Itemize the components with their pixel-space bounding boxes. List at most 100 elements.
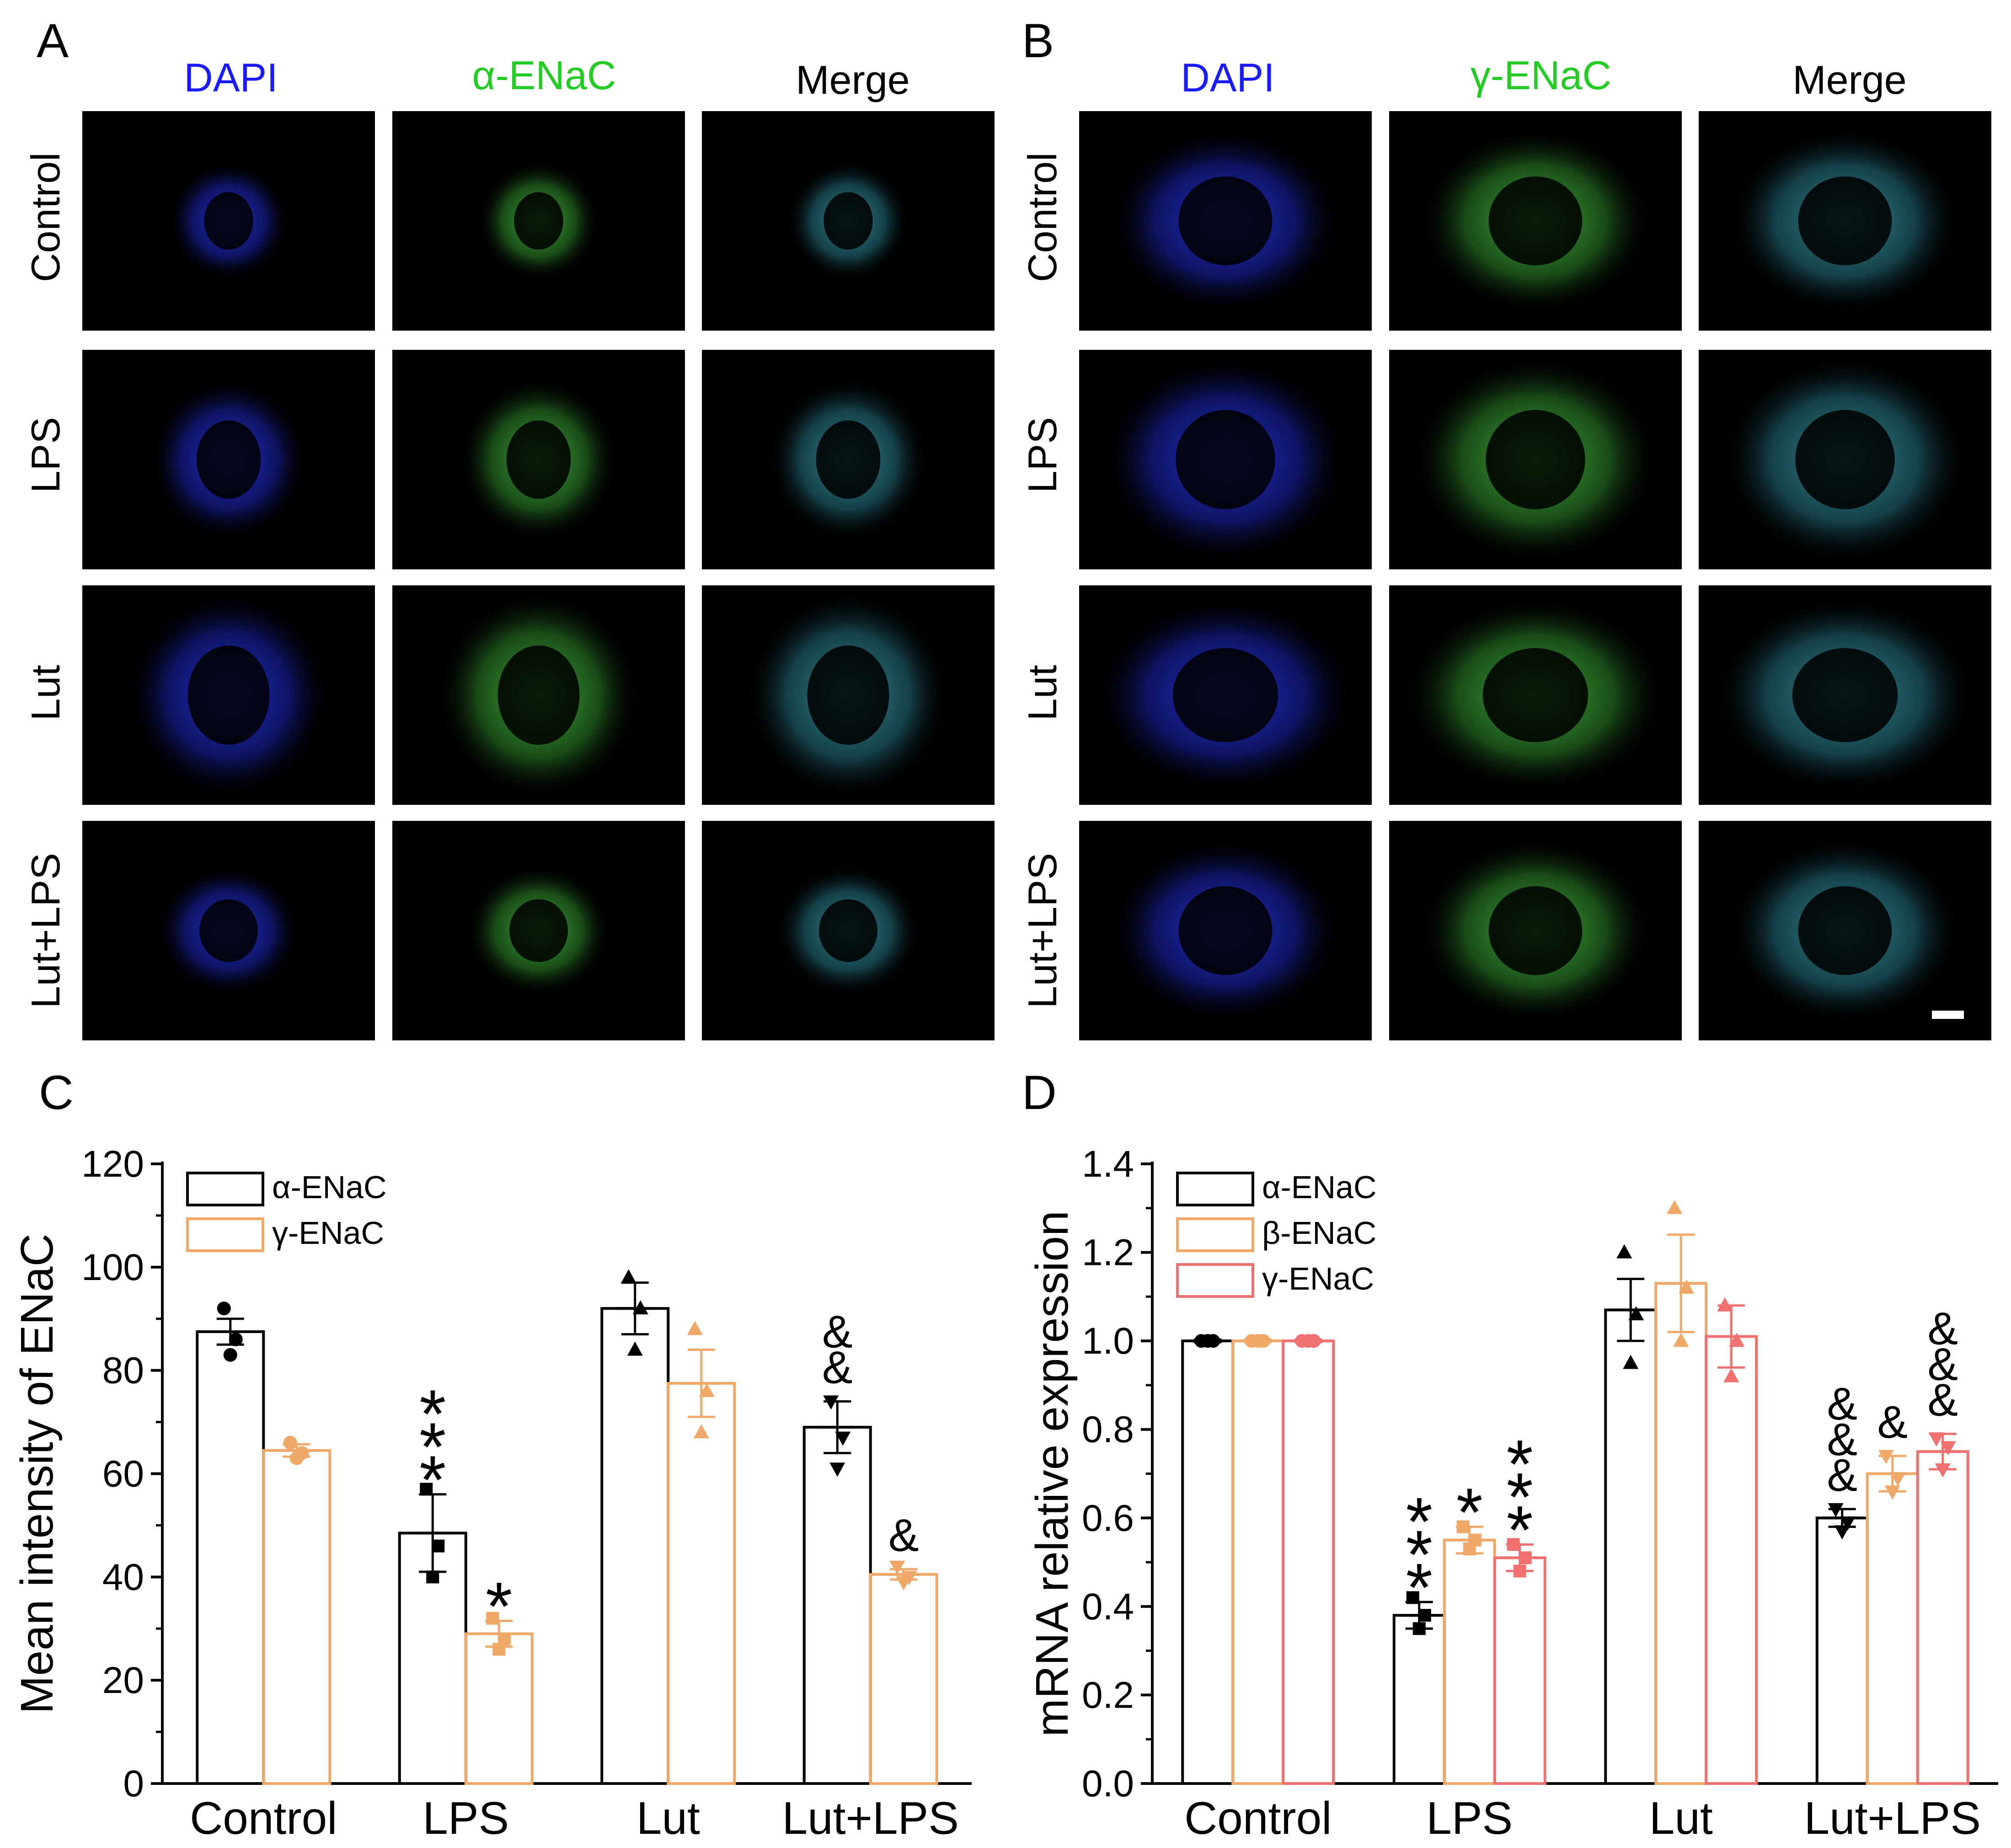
y-tick-label: 0.2 bbox=[1082, 1674, 1134, 1716]
panel-c-letter: C bbox=[39, 1066, 74, 1120]
y-tick-label: 0.6 bbox=[1082, 1497, 1134, 1539]
bar bbox=[1493, 1556, 1546, 1785]
panel-b-row-label-lut: Lut bbox=[1020, 665, 1065, 721]
bar bbox=[1443, 1538, 1496, 1785]
data-point bbox=[1201, 1334, 1215, 1348]
y-tick-label: 120 bbox=[81, 1143, 144, 1185]
data-point bbox=[492, 1643, 506, 1656]
data-point bbox=[1940, 1441, 1956, 1456]
panel-d-letter: D bbox=[1022, 1066, 1057, 1120]
bar bbox=[869, 1573, 938, 1785]
panel-a-row-label-lut: Lut bbox=[23, 665, 68, 721]
panel-b-image-lps-enac bbox=[1389, 350, 1682, 569]
data-point bbox=[1890, 1472, 1906, 1487]
data-point bbox=[1723, 1368, 1739, 1382]
y-tick-label: 1.2 bbox=[1082, 1232, 1134, 1274]
data-point bbox=[432, 1539, 445, 1553]
data-point bbox=[1456, 1520, 1470, 1533]
bar bbox=[1916, 1450, 1969, 1785]
bar bbox=[464, 1632, 534, 1785]
panel-a-row-label-lps: LPS bbox=[23, 417, 68, 493]
data-point bbox=[1251, 1334, 1265, 1348]
bar bbox=[802, 1425, 872, 1785]
x-tick-label: Lut bbox=[636, 1793, 700, 1844]
legend-swatch bbox=[1176, 1217, 1254, 1252]
data-point bbox=[823, 1395, 839, 1410]
panel-b-row-label-lps: LPS bbox=[1020, 417, 1065, 493]
y-tick-label: 20 bbox=[102, 1660, 144, 1701]
data-point bbox=[1834, 1525, 1850, 1540]
bar bbox=[600, 1307, 670, 1785]
significance-marker: * bbox=[1507, 1491, 1533, 1568]
bar bbox=[1282, 1339, 1335, 1785]
significance-marker: & bbox=[888, 1510, 919, 1561]
data-point bbox=[283, 1436, 297, 1450]
data-point bbox=[223, 1348, 237, 1362]
x-tick-label: Control bbox=[1184, 1793, 1332, 1844]
legend-swatch bbox=[1176, 1263, 1254, 1298]
x-tick-label: Control bbox=[190, 1793, 337, 1844]
significance-marker: * bbox=[1406, 1549, 1433, 1626]
bar bbox=[1815, 1516, 1869, 1785]
data-point bbox=[620, 1269, 636, 1284]
legend-swatch bbox=[186, 1217, 264, 1252]
data-point bbox=[1673, 1333, 1689, 1347]
data-point bbox=[1729, 1333, 1745, 1347]
significance-marker: * bbox=[419, 1409, 446, 1485]
bar bbox=[1866, 1472, 1919, 1785]
panel-b-image-lut-lps-enac bbox=[1389, 821, 1682, 1040]
significance-marker: & bbox=[1877, 1397, 1908, 1448]
bar bbox=[196, 1330, 265, 1785]
panel-a-image-lut-lps-enac bbox=[392, 821, 685, 1040]
panel-b-image-control-dapi bbox=[1079, 111, 1372, 331]
y-tick-label: 40 bbox=[102, 1556, 144, 1598]
data-point bbox=[1513, 1564, 1526, 1578]
data-point bbox=[829, 1462, 845, 1477]
panel-b-letter: B bbox=[1022, 14, 1054, 68]
legend-swatch bbox=[186, 1172, 264, 1206]
significance-marker: & bbox=[1827, 1378, 1857, 1430]
legend: α-ENaC β-ENaC γ-ENaC bbox=[1176, 1169, 1377, 1298]
panel-c-chart: C 0 20 40 60 80 100 120 Mean intensity of ENaC C… bbox=[11, 1066, 972, 1844]
panel-a-image-control-enac bbox=[392, 111, 685, 331]
data-point bbox=[217, 1302, 231, 1316]
panel-a-image-lps-enac bbox=[392, 350, 685, 569]
y-tick-label: 1.0 bbox=[1082, 1320, 1134, 1362]
data-point bbox=[1878, 1450, 1894, 1464]
bar bbox=[1705, 1335, 1758, 1785]
microscopy-panels: A B DAPI α-ENaC Merge DAPI γ-ENaC Merge … bbox=[23, 14, 1991, 1040]
panel-b-row-label-lut-lps: Lut+LPS bbox=[1020, 853, 1065, 1008]
panel-a-image-lut-dapi bbox=[82, 585, 375, 805]
significance-marker: * bbox=[1406, 1516, 1433, 1593]
panel-a-row-label-control: Control bbox=[23, 152, 68, 282]
data-point bbox=[627, 1341, 643, 1356]
x-tick-label: Lut bbox=[1649, 1793, 1713, 1844]
y-tick-label: 1.4 bbox=[1082, 1143, 1134, 1185]
panel-a-row-label-lut-lps: Lut+LPS bbox=[23, 853, 68, 1008]
bar bbox=[262, 1449, 332, 1785]
data-point bbox=[1717, 1297, 1733, 1312]
data-point bbox=[699, 1382, 715, 1397]
data-point bbox=[486, 1612, 499, 1625]
data-point bbox=[1616, 1244, 1632, 1259]
bar bbox=[1392, 1614, 1446, 1785]
data-point bbox=[1301, 1334, 1316, 1348]
significance-marker: * bbox=[419, 1441, 446, 1518]
panel-a-image-lut-lps-dapi bbox=[82, 821, 375, 1040]
y-axis-label: Mean intensity of ENaC bbox=[11, 1233, 63, 1714]
y-tick-label: 100 bbox=[81, 1247, 144, 1288]
panel-b-image-control-merge bbox=[1699, 111, 1991, 331]
significance-marker: * bbox=[1507, 1458, 1533, 1535]
legend-label: γ-ENaC bbox=[1262, 1261, 1374, 1296]
scale-bar bbox=[1932, 1011, 1964, 1019]
data-point bbox=[1828, 1503, 1844, 1517]
data-point bbox=[1884, 1485, 1900, 1500]
y-tick-label: 0.0 bbox=[1082, 1763, 1134, 1805]
panel-a-image-lps-merge bbox=[702, 350, 995, 569]
panel-b-image-lps-dapi bbox=[1079, 350, 1372, 569]
x-tick-label: LPS bbox=[423, 1793, 509, 1844]
data-point bbox=[896, 1576, 912, 1591]
legend-label: α-ENaC bbox=[1262, 1169, 1377, 1205]
